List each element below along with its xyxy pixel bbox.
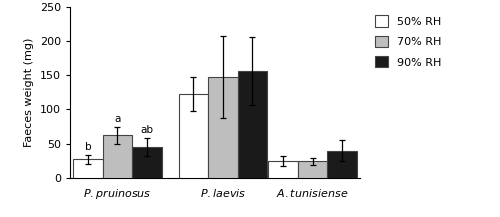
Text: ab: ab [140, 125, 153, 135]
Bar [132, 147, 162, 178]
Bar [178, 94, 208, 178]
Legend: 50% RH, 70% RH, 90% RH: 50% RH, 70% RH, 90% RH [372, 12, 444, 71]
Bar [73, 159, 102, 178]
Bar [268, 161, 298, 178]
Text: b: b [84, 142, 91, 152]
Text: a: a [114, 114, 120, 125]
Y-axis label: Faeces weight (mg): Faeces weight (mg) [24, 38, 34, 147]
Bar [238, 71, 267, 178]
Bar [102, 135, 132, 178]
Bar [208, 77, 238, 178]
Bar [298, 161, 328, 178]
Bar [328, 151, 357, 178]
